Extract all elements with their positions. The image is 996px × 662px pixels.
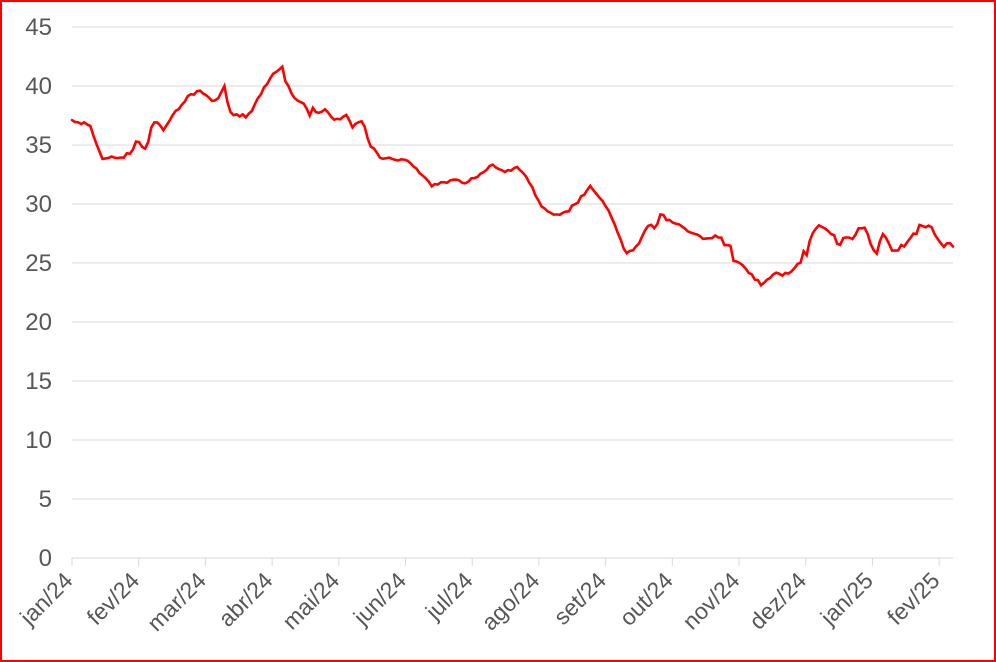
svg-text:dez/24: dez/24 — [744, 567, 811, 634]
svg-text:25: 25 — [25, 250, 52, 277]
svg-text:mar/24: mar/24 — [142, 567, 211, 636]
svg-text:10: 10 — [25, 427, 52, 454]
svg-text:out/24: out/24 — [614, 567, 678, 631]
svg-text:35: 35 — [25, 132, 52, 159]
svg-text:0: 0 — [39, 545, 52, 572]
svg-text:20: 20 — [25, 309, 52, 336]
svg-text:jul/24: jul/24 — [420, 567, 478, 625]
svg-text:jan/25: jan/25 — [815, 567, 878, 630]
svg-text:mai/24: mai/24 — [277, 567, 344, 634]
svg-text:ago/24: ago/24 — [476, 567, 544, 635]
svg-text:5: 5 — [39, 486, 52, 513]
svg-text:45: 45 — [25, 14, 52, 41]
svg-text:30: 30 — [25, 191, 52, 218]
svg-text:fev/25: fev/25 — [882, 567, 945, 630]
svg-text:set/24: set/24 — [548, 567, 611, 630]
svg-text:abr/24: abr/24 — [213, 567, 278, 632]
svg-text:40: 40 — [25, 73, 52, 100]
svg-text:fev/24: fev/24 — [82, 567, 145, 630]
svg-text:jun/24: jun/24 — [348, 567, 412, 631]
svg-text:jan/24: jan/24 — [14, 567, 78, 631]
svg-text:nov/24: nov/24 — [677, 567, 744, 634]
svg-text:15: 15 — [25, 368, 52, 395]
